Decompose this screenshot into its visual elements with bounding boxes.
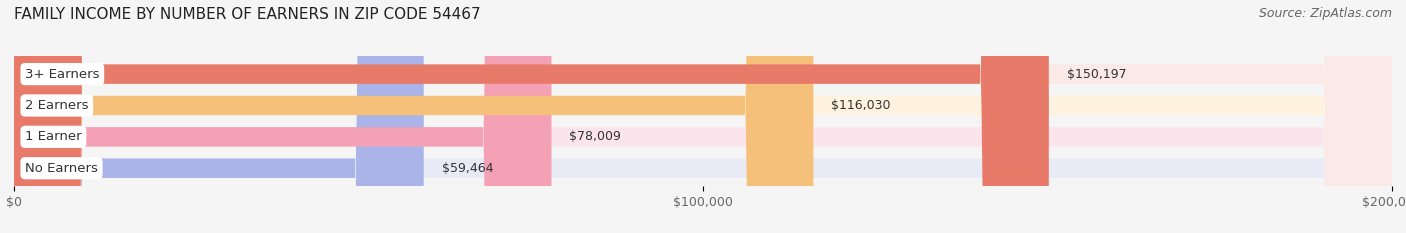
Text: $59,464: $59,464 (441, 162, 494, 175)
Text: 3+ Earners: 3+ Earners (25, 68, 100, 81)
FancyBboxPatch shape (14, 0, 1392, 233)
FancyBboxPatch shape (14, 0, 1392, 233)
Text: No Earners: No Earners (25, 162, 98, 175)
Text: $150,197: $150,197 (1067, 68, 1126, 81)
FancyBboxPatch shape (14, 0, 423, 233)
Text: FAMILY INCOME BY NUMBER OF EARNERS IN ZIP CODE 54467: FAMILY INCOME BY NUMBER OF EARNERS IN ZI… (14, 7, 481, 22)
Text: $116,030: $116,030 (831, 99, 891, 112)
Text: Source: ZipAtlas.com: Source: ZipAtlas.com (1258, 7, 1392, 20)
Text: 2 Earners: 2 Earners (25, 99, 89, 112)
FancyBboxPatch shape (14, 0, 1049, 233)
Text: 1 Earner: 1 Earner (25, 130, 82, 143)
FancyBboxPatch shape (14, 0, 1392, 233)
FancyBboxPatch shape (14, 0, 1392, 233)
Text: $78,009: $78,009 (569, 130, 621, 143)
FancyBboxPatch shape (14, 0, 551, 233)
FancyBboxPatch shape (14, 0, 814, 233)
